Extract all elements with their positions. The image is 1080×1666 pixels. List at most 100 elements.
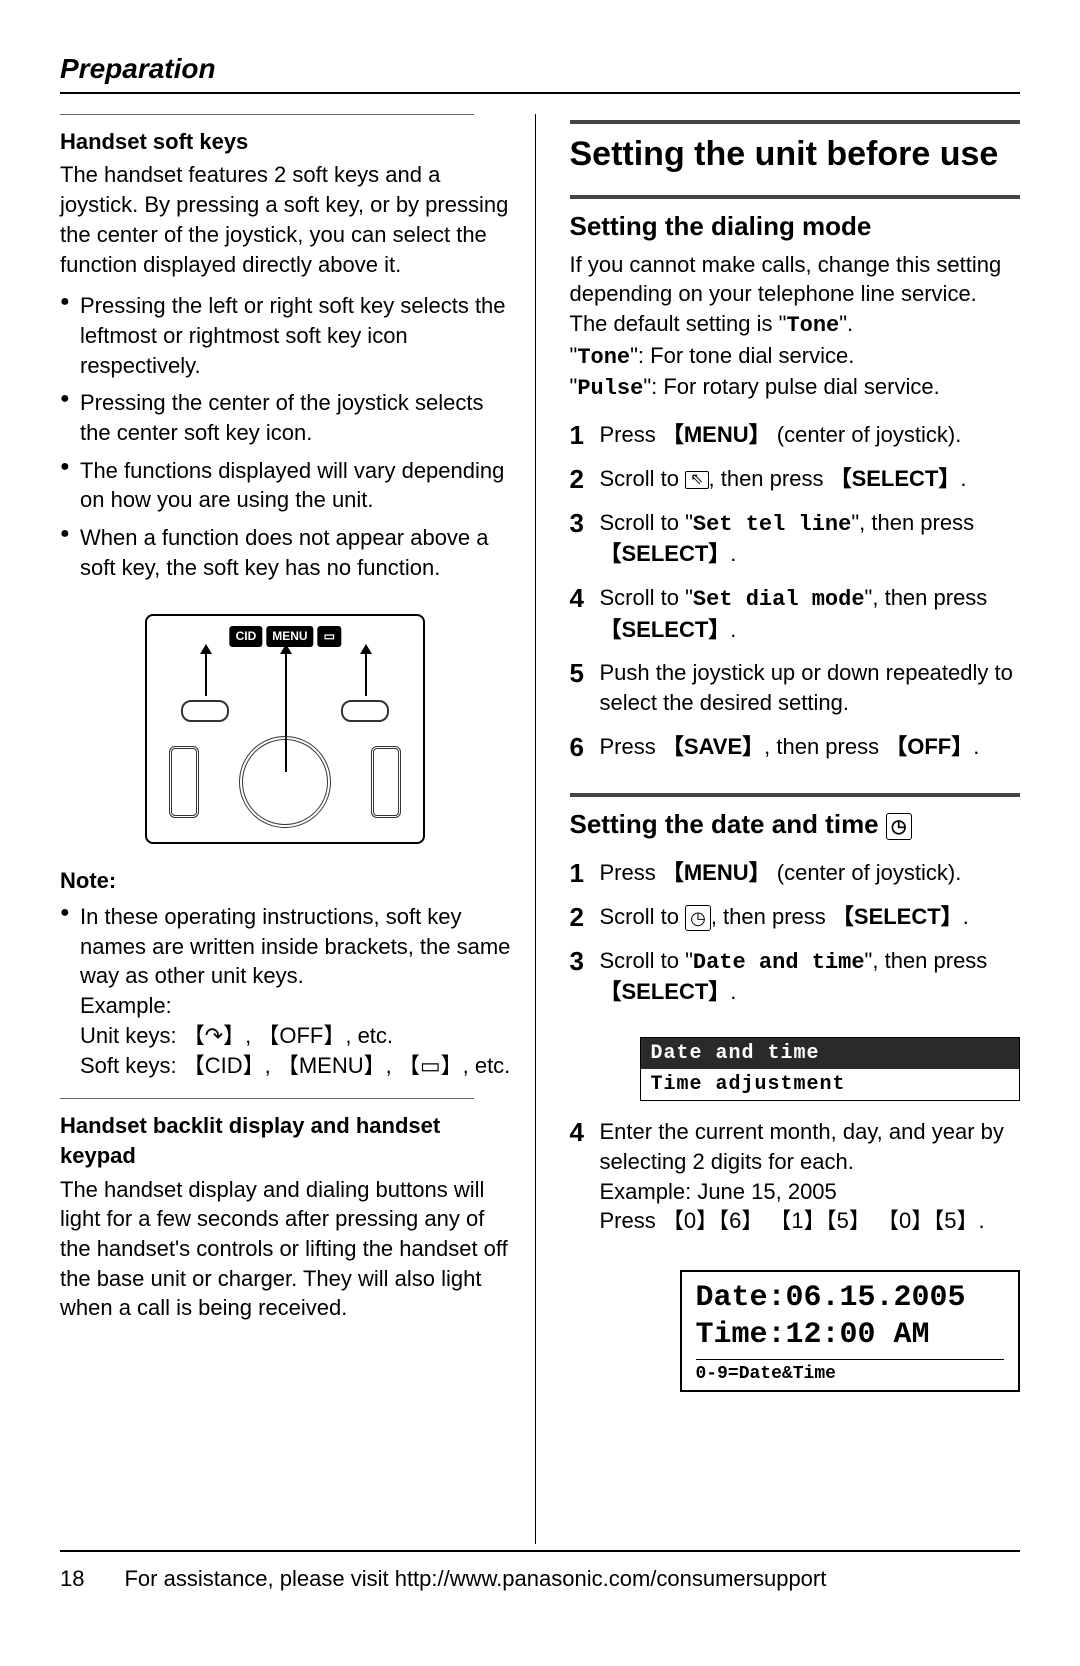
select-key: 【SELECT】 [600,541,731,566]
clock-icon: ◷ [685,905,711,931]
step-item: 4 Scroll to "Set dial mode", then press … [570,583,1021,644]
select-key: 【SELECT】 [600,979,731,1004]
double-rule [570,195,1021,199]
side-button-shape [371,746,401,818]
example-label: Example: [80,993,172,1018]
menu-key: 【MENU】 [662,860,771,885]
softkey-right-shape [341,700,389,722]
text: . [730,617,736,642]
select-key: 【SELECT】 [830,466,961,491]
lcd-hint-line: 0-9=Date&Time [696,1359,1005,1386]
heading-date-time: Setting the date and time ◷ [570,807,1021,842]
tool-icon: ⇖ [685,471,708,489]
menu-key: 【MENU】 [662,422,771,447]
text: Scroll to " [600,948,693,973]
left-column: Handset soft keys The handset features 2… [60,114,536,1544]
note-label: Note: [60,866,511,896]
lcd-date-line: Date:06.15.2005 [696,1280,1005,1318]
text: Scroll to [600,904,686,929]
select-key: 【SELECT】 [600,617,731,642]
page-number: 18 [60,1564,84,1594]
date-steps: 1 Press 【MENU】 (center of joystick). 2 S… [570,858,1021,1021]
right-column: Setting the unit before use Setting the … [566,114,1021,1544]
soft-keys-line: Soft keys: 【CID】, 【MENU】, 【▭】, etc. [80,1053,510,1078]
text: (center of joystick). [771,422,962,447]
softkeys-bullet-list: Pressing the left or right soft key sele… [60,291,511,590]
step-item: 4 Enter the current month, day, and year… [570,1117,1021,1236]
unit-keys-line: Unit keys: 【↷】, 【OFF】, etc. [80,1023,393,1048]
note-bullets: In these operating instructions, soft ke… [60,902,511,1088]
heading-handset-softkeys: Handset soft keys [60,127,511,157]
dial-paragraph: If you cannot make calls, change this se… [570,250,1021,404]
step-item: 1 Press 【MENU】 (center of joystick). [570,420,1021,450]
bullet-item: When a function does not appear above a … [60,523,511,582]
tone-line: "Tone": For tone dial service. [570,343,855,368]
text: Enter the current month, day, and year b… [600,1119,1004,1174]
heading-setting-unit: Setting the unit before use [570,134,1021,175]
lcd-display-1: Date and time Time adjustment [640,1037,1021,1101]
softkeys-paragraph: The handset features 2 soft keys and a j… [60,160,511,279]
side-button-shape [169,746,199,818]
bullet-item: Pressing the center of the joystick sele… [60,388,511,447]
text: Press [600,860,662,885]
text: , then press [709,466,830,491]
mono-text: Date and time [693,950,865,975]
pulse-line: "Pulse": For rotary pulse dial service. [570,374,940,399]
text: . [973,734,979,759]
joystick-dial-shape [239,736,331,828]
text: Scroll to " [600,510,693,535]
step-item: 1 Press 【MENU】 (center of joystick). [570,858,1021,888]
fig-label-cid: CID [230,626,263,646]
text: . [960,466,966,491]
bullet-item: In these operating instructions, soft ke… [60,902,511,1080]
page-footer: 18 For assistance, please visit http://w… [60,1550,1020,1594]
text: Scroll to [600,466,686,491]
text: Scroll to " [600,585,693,610]
lcd-display-2: Date:06.15.2005 Time:12:00 AM 0-9=Date&T… [680,1270,1021,1392]
text: ", then press [865,585,988,610]
softkey-left-shape [181,700,229,722]
step-item: 2 Scroll to ◷, then press 【SELECT】. [570,902,1021,932]
footer-assist-text: For assistance, please visit http://www.… [124,1564,826,1594]
text: . [730,979,736,1004]
bullet-item: Pressing the left or right soft key sele… [60,291,511,380]
text: . [963,904,969,929]
text: ", then press [851,510,974,535]
note-text: In these operating instructions, soft ke… [80,904,510,988]
text: ", then press [865,948,988,973]
date-steps-cont: 4 Enter the current month, day, and year… [570,1117,1021,1250]
text: , then press [711,904,832,929]
mono-text: Tone [786,313,839,338]
bullet-item: The functions displayed will vary depend… [60,456,511,515]
text: Press [600,422,662,447]
lcd-time-line: Time:12:00 AM [696,1317,1005,1355]
text: Press [600,734,662,759]
rule [60,1098,474,1099]
clock-icon: ◷ [886,813,912,839]
joystick-diagram: CID MENU ▭ [145,614,425,844]
text: , then press [764,734,885,759]
step-item: 5 Push the joystick up or down repeatedl… [570,658,1021,717]
text: ". [839,311,853,336]
arrow-icon [205,652,207,696]
two-column-layout: Handset soft keys The handset features 2… [60,114,1020,1544]
text: Press 【0】【6】 【1】【5】 【0】【5】. [600,1208,985,1233]
section-header: Preparation [60,50,1020,94]
mono-text: Set tel line [693,512,851,537]
save-key: 【SAVE】 [662,734,764,759]
double-rule [570,120,1021,124]
text: Example: June 15, 2005 [600,1179,837,1204]
lcd-row: Time adjustment [641,1069,1020,1100]
text: Push the joystick up or down repeatedly … [600,660,1013,715]
rule [60,114,474,115]
step-item: 3 Scroll to "Set tel line", then press 【… [570,508,1021,569]
text: . [730,541,736,566]
dial-steps: 1 Press 【MENU】 (center of joystick). 2 S… [570,420,1021,775]
backlit-paragraph: The handset display and dialing buttons … [60,1175,511,1323]
lcd-row-highlighted: Date and time [641,1038,1020,1069]
arrow-icon [365,652,367,696]
select-key: 【SELECT】 [832,904,963,929]
text: Setting the date and time [570,809,886,839]
double-rule [570,793,1021,797]
mono-text: Set dial mode [693,587,865,612]
